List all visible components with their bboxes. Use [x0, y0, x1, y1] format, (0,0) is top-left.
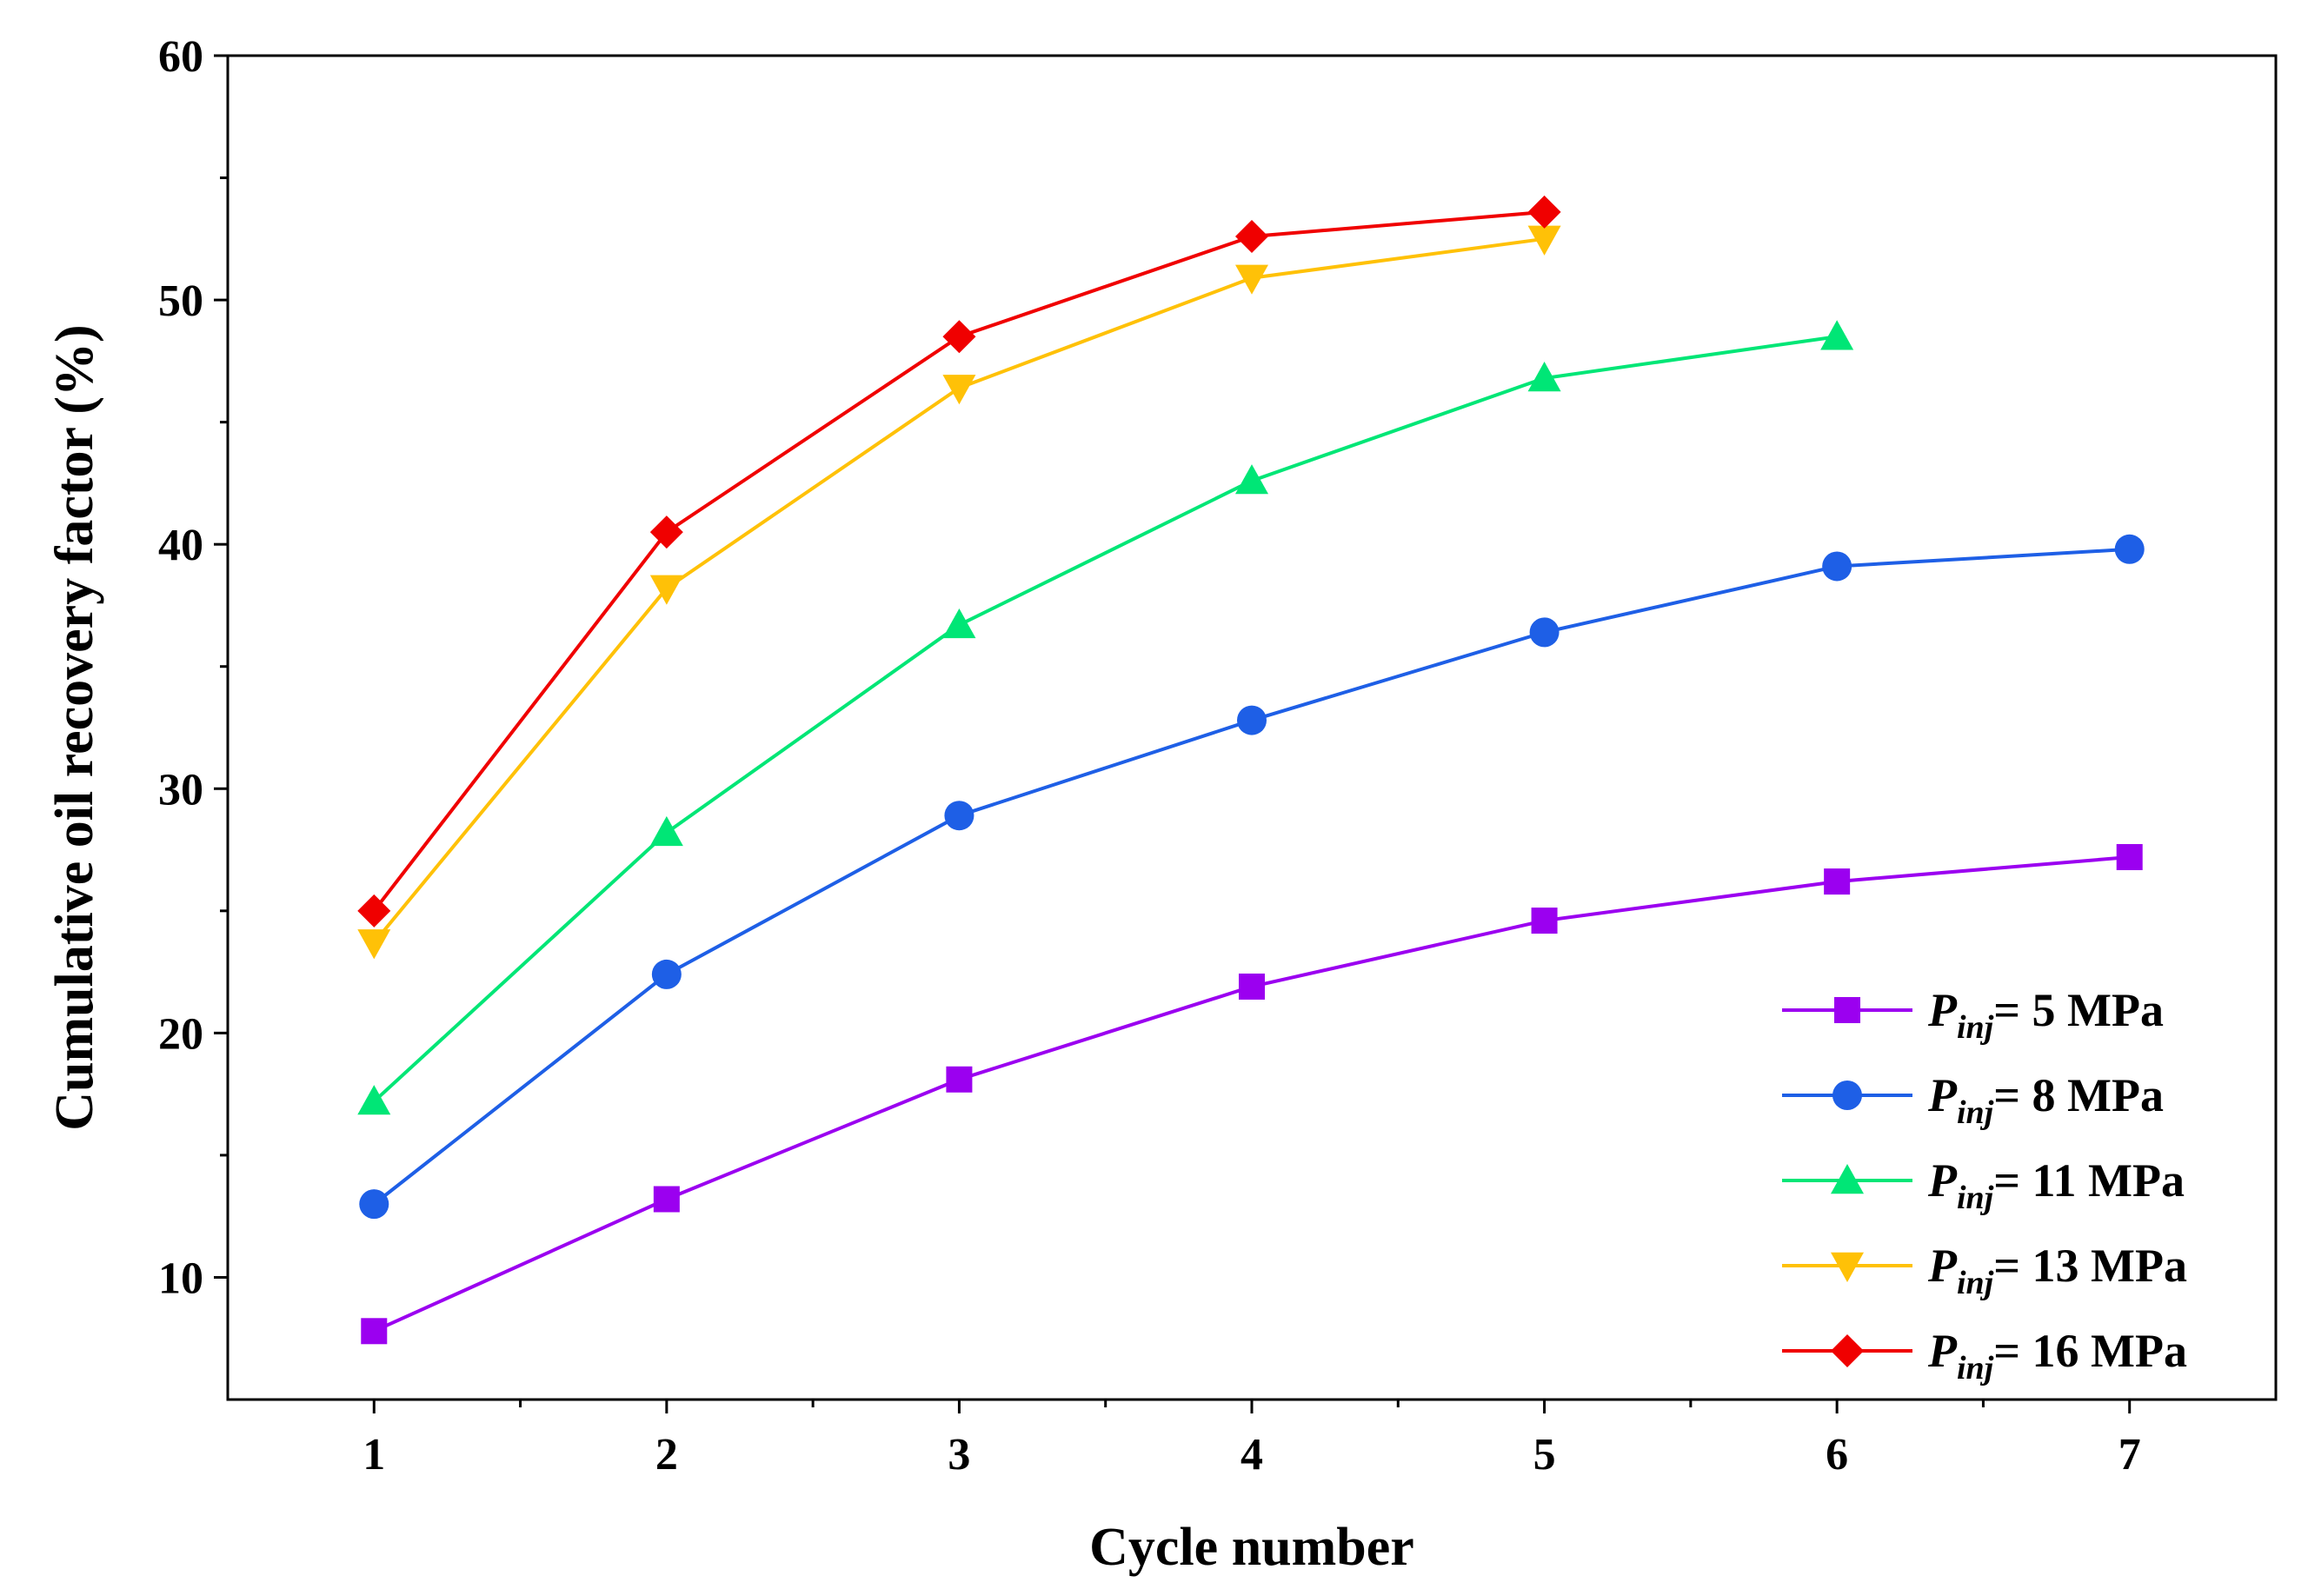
y-tick-label: 20: [158, 1009, 203, 1059]
series-5: [357, 195, 1561, 928]
legend-marker: [1831, 1252, 1864, 1282]
x-tick-label: 7: [2118, 1430, 2141, 1480]
axes-layer: 1 2 3 4 5 6 7 10 20 30 40 50 60: [158, 32, 2278, 1480]
y-axis-ticks: 10 20 30 40 50 60: [158, 32, 228, 1303]
data-point: [2114, 534, 2145, 564]
data-point: [1235, 464, 1268, 495]
legend-item: Pinj= 16 MPa: [1782, 1325, 2187, 1387]
y-tick-label: 30: [158, 765, 203, 815]
data-point: [942, 320, 976, 354]
y-tick-label: 10: [158, 1254, 203, 1303]
data-point: [1239, 973, 1265, 1000]
x-tick-label: 4: [1240, 1430, 1263, 1480]
data-point: [942, 375, 976, 405]
data-point: [649, 575, 683, 605]
legend-item: Pinj= 13 MPa: [1782, 1240, 2187, 1301]
legend-label: Pinj= 16 MPa: [1927, 1325, 2187, 1387]
y-axis-title: Cumulative oil recovery factor (%): [45, 324, 104, 1130]
series-layer: [357, 195, 2145, 1345]
data-point: [1822, 551, 1852, 582]
data-point: [1529, 617, 1560, 648]
x-axis-title: Cycle number: [1089, 1518, 1414, 1577]
data-point: [653, 1186, 680, 1213]
data-point: [357, 894, 391, 928]
data-point: [649, 815, 683, 847]
legend-marker: [1832, 1081, 1862, 1110]
x-tick-label: 6: [1826, 1430, 1848, 1480]
legend-item: Pinj= 5 MPa: [1782, 984, 2164, 1046]
legend-item: Pinj= 11 MPa: [1782, 1154, 2185, 1216]
x-axis-ticks: 1 2 3 4 5 6 7: [362, 1400, 2141, 1480]
legend-item: Pinj= 8 MPa: [1782, 1069, 2164, 1131]
data-point: [1527, 225, 1561, 256]
series-2: [359, 534, 2145, 1220]
data-point: [1527, 195, 1561, 229]
data-point: [359, 1189, 389, 1220]
data-point: [361, 1318, 388, 1345]
y-tick-label: 40: [158, 521, 203, 570]
series-line: [373, 547, 2130, 1206]
data-point: [1824, 868, 1851, 895]
y-tick-label: 60: [158, 32, 203, 82]
legend-marker: [1831, 1164, 1864, 1194]
legend-label: Pinj= 5 MPa: [1927, 984, 2164, 1046]
data-point: [1820, 320, 1854, 350]
data-point: [946, 1066, 973, 1093]
series-line: [372, 335, 1838, 1103]
legend-label: Pinj= 8 MPa: [1927, 1069, 2164, 1131]
series-4: [357, 225, 1561, 960]
data-point: [1237, 705, 1267, 735]
data-point: [1527, 362, 1561, 392]
data-point: [357, 1085, 391, 1115]
legend-label: Pinj= 13 MPa: [1927, 1240, 2187, 1301]
series-1: [361, 843, 2143, 1345]
y-tick-label: 50: [158, 276, 203, 326]
data-point: [944, 801, 974, 831]
legend-marker: [1831, 1334, 1864, 1367]
data-point: [942, 608, 976, 639]
data-point: [2116, 843, 2143, 870]
x-tick-label: 3: [948, 1430, 970, 1480]
data-point: [1235, 264, 1268, 295]
x-tick-label: 1: [362, 1430, 385, 1480]
x-tick-label: 2: [655, 1430, 678, 1480]
data-point: [357, 929, 391, 960]
data-point: [1531, 908, 1558, 934]
legend-marker: [1834, 997, 1860, 1023]
data-point: [649, 515, 683, 549]
data-point: [1235, 220, 1268, 254]
series-3: [357, 320, 1854, 1115]
legend: Pinj= 5 MPa Pinj= 8 MPa Pinj= 11 MPa Pinj= …: [1782, 984, 2187, 1387]
data-point: [651, 959, 682, 989]
x-tick-label: 5: [1533, 1430, 1556, 1480]
legend-label: Pinj= 11 MPa: [1927, 1154, 2185, 1216]
